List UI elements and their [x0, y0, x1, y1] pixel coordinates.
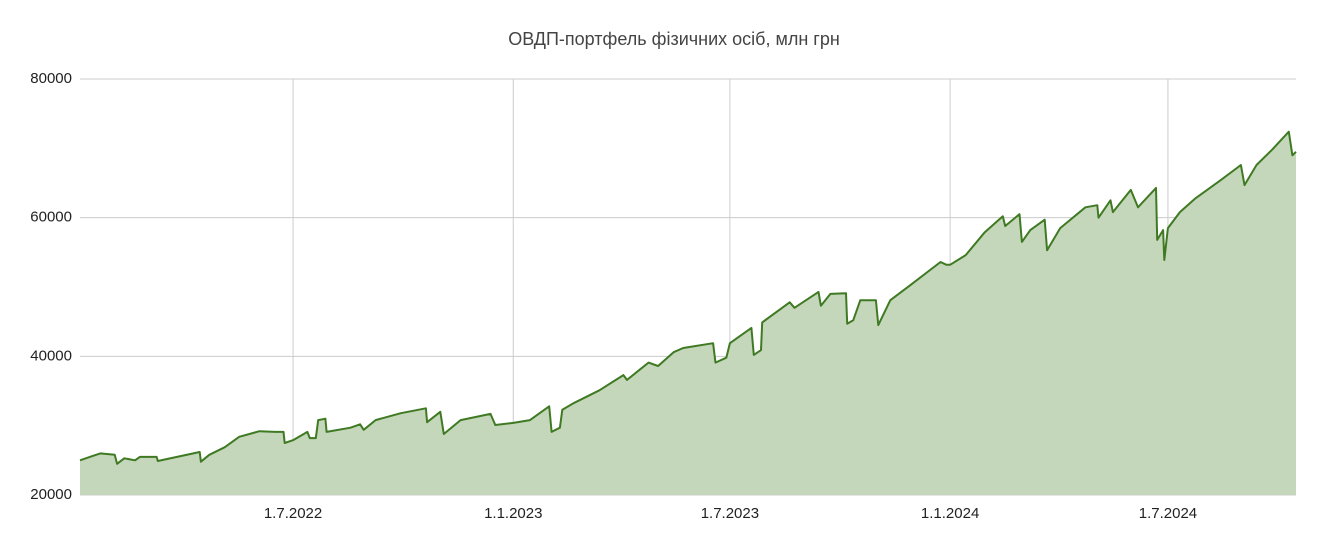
chart-title: ОВДП-портфель фізичних осіб, млн грн [508, 29, 840, 49]
area-fill [80, 131, 1296, 495]
x-tick-label: 1.7.2024 [1139, 505, 1197, 522]
x-tick-label: 1.7.2022 [264, 505, 322, 522]
y-tick-label: 20000 [30, 486, 72, 503]
x-tick-label: 1.7.2023 [701, 505, 759, 522]
x-tick-label: 1.1.2024 [921, 505, 979, 522]
y-tick-label: 40000 [30, 347, 72, 364]
y-tick-label: 60000 [30, 209, 72, 226]
line [79, 130, 1297, 465]
x-tick-label: 1.1.2023 [484, 505, 542, 522]
y-tick-label: 80000 [30, 70, 72, 87]
